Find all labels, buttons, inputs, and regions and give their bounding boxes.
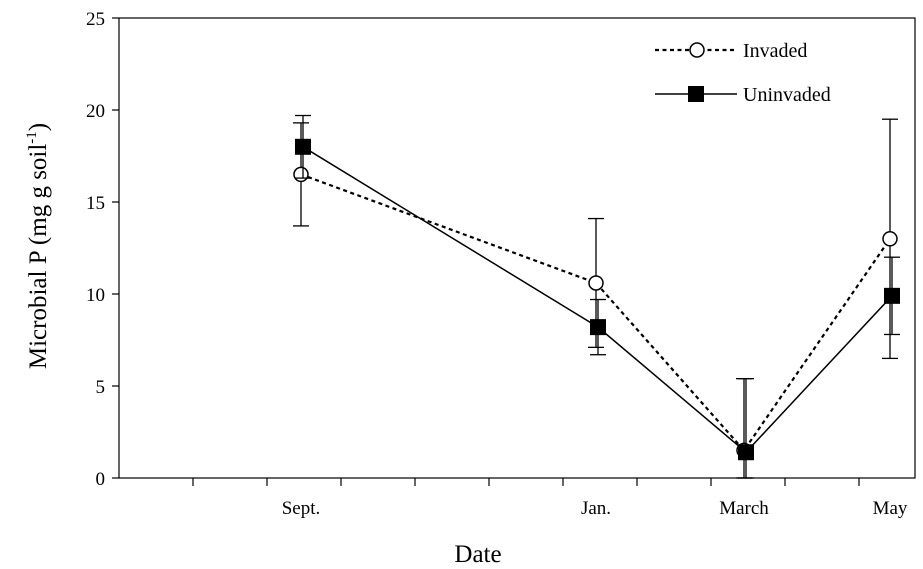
legend-uninvaded-label: Uninvaded <box>743 84 831 106</box>
x-axis-title: Date <box>454 541 501 568</box>
legend: Invaded Uninvaded <box>655 40 831 106</box>
x-tick-label: Jan. <box>581 498 611 519</box>
y-tick-label: 20 <box>86 101 105 122</box>
x-tick-label: May <box>873 498 908 519</box>
x-tick-label: Sept. <box>282 498 321 519</box>
y-tick-label: 10 <box>86 285 105 306</box>
y-axis-title: Microbial P (mg g soil-1) <box>24 123 52 369</box>
legend-invaded-marker <box>689 42 705 58</box>
x-axis: Sept. Jan. March May <box>192 478 908 519</box>
y-axis: 0 5 10 15 20 25 <box>86 9 119 490</box>
y-tick-label: 5 <box>96 377 106 398</box>
legend-invaded-label: Invaded <box>743 40 807 62</box>
y-axis-title-superscript: -1 <box>24 131 40 144</box>
plot-frame <box>118 17 916 479</box>
series-line <box>302 146 893 454</box>
y-axis-title-main: Microbial P (mg g soil <box>25 144 52 370</box>
data-point <box>884 287 900 304</box>
series-uninvaded <box>295 114 900 479</box>
y-tick-label: 15 <box>86 193 105 214</box>
data-point <box>882 231 898 247</box>
y-tick-label: 0 <box>96 469 106 490</box>
series-invaded <box>293 118 898 479</box>
series-layer <box>293 114 900 479</box>
legend-uninvaded-marker <box>688 86 704 102</box>
data-point <box>295 138 311 155</box>
data-point <box>590 319 606 336</box>
data-point <box>588 275 604 291</box>
data-point <box>738 444 754 461</box>
x-tick-label: March <box>719 498 769 519</box>
y-tick-label: 25 <box>86 9 105 30</box>
y-axis-title-suffix: ) <box>25 123 52 131</box>
data-point <box>293 166 309 183</box>
